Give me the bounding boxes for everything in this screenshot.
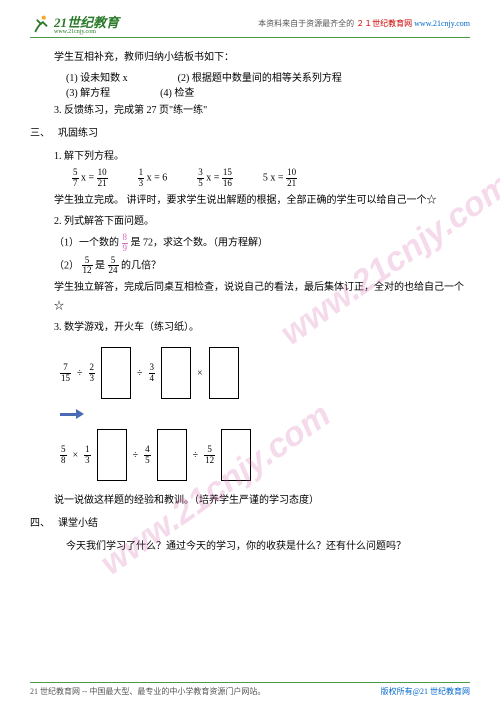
equation: 13 x = 6 xyxy=(138,168,168,189)
section-title: 课堂小结 xyxy=(58,514,98,533)
runner-icon xyxy=(30,13,52,35)
text-line: 今天我们学习了什么？通过今天的学习，你的收获是什么？还有什么问题吗？ xyxy=(30,537,470,556)
answer-box xyxy=(209,347,239,399)
text-line: 学生独立完成。 讲评时，要求学生说出解题的根据，全部正确的学生可以给自己一个☆ xyxy=(30,191,470,210)
text-line: 3. 反馈练习，完成第 27 页"练一练" xyxy=(30,101,470,120)
site-logo: 21世纪教育 www.21cnjy.com xyxy=(30,12,119,35)
page-footer: 21 世纪教育网 -- 中国最大型、最专业的中小学教育资源门户网站。 版权所有@… xyxy=(30,682,470,697)
text-line: 说一说做这样题的经验和教训。（培养学生严谨的学习态度） xyxy=(30,491,470,510)
equation: 5 x = 1021 xyxy=(263,168,297,189)
answer-box xyxy=(221,429,251,481)
train-row: 58 × 13 ÷ 45 ÷ 512 xyxy=(30,429,470,481)
answer-box xyxy=(161,347,191,399)
section-title: 巩固练习 xyxy=(58,124,98,143)
answer-box xyxy=(157,429,187,481)
equation: 57 x = 1021 xyxy=(72,168,108,189)
footer-right: 版权所有@21 世纪教育网 xyxy=(381,686,470,697)
equation-row: 57 x = 1021 13 x = 6 35 x = 1516 5 x = 1… xyxy=(30,168,470,189)
header-source: 本资料来自于资源最齐全的 ２１世纪教育网 www.21cnjy.com xyxy=(119,18,470,29)
text-line: 学生互相补充，教师归纳小结板书如下： xyxy=(30,48,470,67)
problem-title: 2. 列式解答下面问题。 xyxy=(30,212,470,231)
answer-box xyxy=(97,429,127,481)
question: （1）一个数的 89 是 72，求这个数。（用方程解） xyxy=(30,233,470,254)
step-row: (3) 解方程 (4) 检查 xyxy=(30,84,470,99)
problem-title: 1. 解下列方程。 xyxy=(30,147,470,166)
section-label: 三、 xyxy=(30,124,58,143)
step-row: (1) 设未知数 x (2) 根据题中数量间的相等关系列方程 xyxy=(30,69,470,84)
equation: 35 x = 1516 xyxy=(197,168,233,189)
problem-title: 3. 数学游戏，开火车（练习纸）。 xyxy=(30,318,470,337)
footer-left: 21 世纪教育网 -- 中国最大型、最专业的中小学教育资源门户网站。 xyxy=(30,686,265,697)
text-line: 学生独立解答，完成后同桌互相检查，说说自己的看法，最后集体订正，全对的也给自己一… xyxy=(30,278,470,316)
arrow-icon xyxy=(60,409,84,419)
page-header: 21世纪教育 www.21cnjy.com 本资料来自于资源最齐全的 ２１世纪教… xyxy=(30,12,470,38)
question: （2） 512 是 524 的几倍？ xyxy=(30,256,470,277)
arrow-row xyxy=(30,409,470,419)
logo-text: 21世纪教育 xyxy=(54,15,119,30)
train-row: 715 ÷ 23 ÷ 34 × xyxy=(30,347,470,399)
section-label: 四、 xyxy=(30,514,58,533)
answer-box xyxy=(101,347,131,399)
